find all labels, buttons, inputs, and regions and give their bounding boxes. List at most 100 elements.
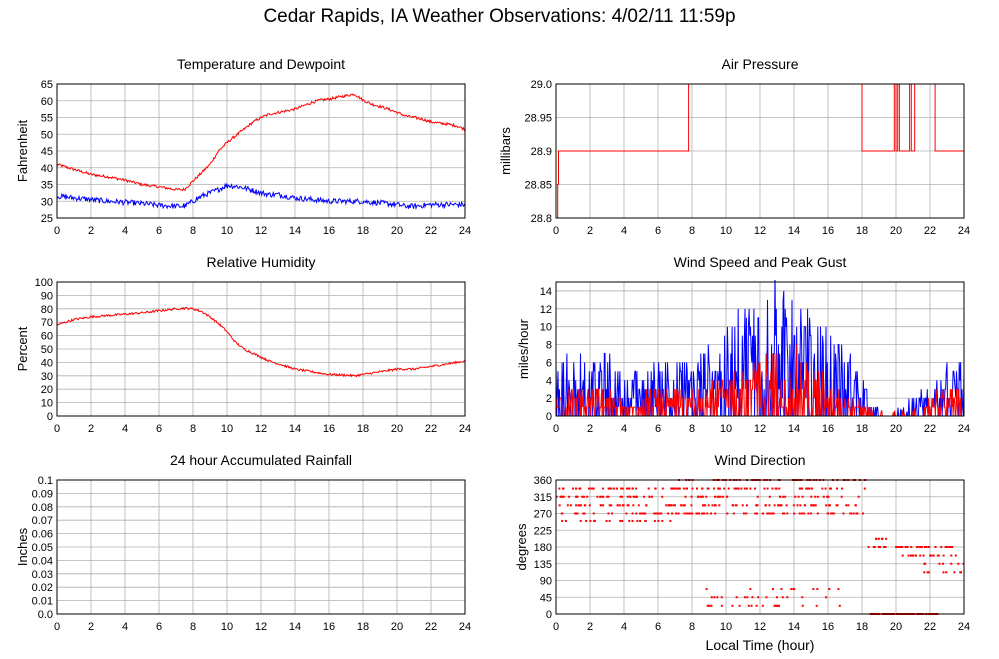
data-point — [701, 504, 704, 507]
y-tick-label: 0 — [47, 411, 53, 423]
data-point — [896, 546, 899, 548]
data-point — [808, 487, 811, 490]
data-point — [812, 504, 815, 507]
x-tick-label: 6 — [156, 423, 162, 435]
data-point — [924, 562, 927, 565]
data-point — [621, 487, 624, 490]
data-point — [949, 546, 952, 548]
data-point — [579, 519, 582, 522]
y-tick-label: 65 — [41, 79, 53, 91]
data-point — [566, 504, 569, 507]
data-point — [785, 504, 788, 507]
data-point — [779, 504, 782, 507]
chart-title: Air Pressure — [721, 56, 798, 72]
x-tick-label: 8 — [689, 423, 695, 435]
data-point — [806, 487, 809, 490]
data-point — [631, 512, 634, 515]
data-point — [778, 504, 781, 507]
y-axis-label: millibars — [498, 127, 513, 175]
data-point — [583, 495, 586, 498]
data-point — [801, 604, 804, 607]
y-axis-label: Inches — [15, 527, 30, 566]
data-point — [773, 604, 776, 607]
data-point — [745, 504, 748, 507]
data-point — [674, 487, 677, 490]
x-tick-label: 8 — [190, 423, 196, 435]
data-point — [927, 571, 930, 574]
data-point — [840, 495, 843, 498]
data-point — [718, 504, 721, 507]
data-point — [735, 596, 738, 599]
data-point — [816, 512, 819, 515]
data-point — [589, 519, 592, 522]
data-point — [600, 495, 603, 498]
data-point — [780, 504, 783, 507]
data-point — [710, 604, 713, 607]
x-tick-label: 4 — [621, 423, 627, 435]
x-tick-label: 22 — [924, 225, 936, 237]
data-point — [826, 495, 829, 498]
data-point — [873, 546, 876, 548]
data-point — [653, 519, 656, 522]
data-point — [701, 495, 704, 498]
data-point — [735, 504, 738, 507]
x-tick-label: 22 — [425, 225, 437, 237]
data-point — [568, 495, 571, 498]
data-point — [901, 546, 904, 548]
data-point — [812, 588, 815, 591]
data-point — [625, 512, 628, 515]
x-tick-label: 8 — [190, 621, 196, 633]
data-point — [592, 487, 595, 490]
data-point — [768, 512, 771, 515]
data-point — [605, 519, 608, 522]
x-tick-label: 22 — [924, 423, 936, 435]
data-point — [757, 596, 760, 599]
data-point — [667, 512, 670, 515]
x-tick-label: 14 — [289, 621, 301, 633]
x-tick-label: 16 — [822, 225, 834, 237]
plot-frame — [56, 281, 466, 417]
data-point — [661, 519, 664, 522]
y-tick-label: 10 — [540, 322, 552, 334]
data-point — [720, 604, 723, 607]
data-point — [923, 571, 926, 574]
chart-title: Relative Humidity — [207, 254, 316, 270]
data-point — [608, 519, 611, 522]
data-point — [944, 546, 947, 548]
y-axis-label: Fahrenheit — [15, 120, 30, 183]
data-point — [675, 512, 678, 515]
data-point — [761, 604, 764, 607]
data-point — [810, 504, 813, 507]
data-point — [716, 596, 719, 599]
x-tick-label: 10 — [221, 225, 233, 237]
data-point — [636, 519, 639, 522]
x-tick-label: 4 — [122, 225, 128, 237]
data-point — [798, 487, 801, 490]
y-tick-label: 14 — [540, 286, 552, 298]
plot-frame — [555, 479, 965, 615]
data-point — [578, 504, 581, 507]
data-point — [754, 487, 757, 490]
chart-title: 24 hour Accumulated Rainfall — [170, 452, 352, 468]
y-tick-label: 4 — [546, 375, 552, 387]
data-point — [713, 596, 716, 599]
x-tick-label: 16 — [323, 423, 335, 435]
data-point — [574, 495, 577, 498]
data-point — [683, 487, 686, 490]
data-point — [632, 504, 635, 507]
x-tick-label: 6 — [655, 423, 661, 435]
x-tick-label: 0 — [553, 423, 559, 435]
data-point — [953, 571, 956, 574]
data-point — [656, 512, 659, 515]
data-point — [676, 487, 679, 490]
y-tick-label: 80 — [41, 304, 53, 316]
y-tick-label: 20 — [41, 384, 53, 396]
data-point — [768, 495, 771, 498]
y-tick-label: 135 — [534, 559, 552, 571]
plot-frame — [56, 479, 466, 615]
data-point — [801, 596, 804, 599]
series-line-0 — [57, 93, 465, 192]
x-tick-label: 24 — [459, 621, 471, 633]
data-point — [793, 512, 796, 515]
